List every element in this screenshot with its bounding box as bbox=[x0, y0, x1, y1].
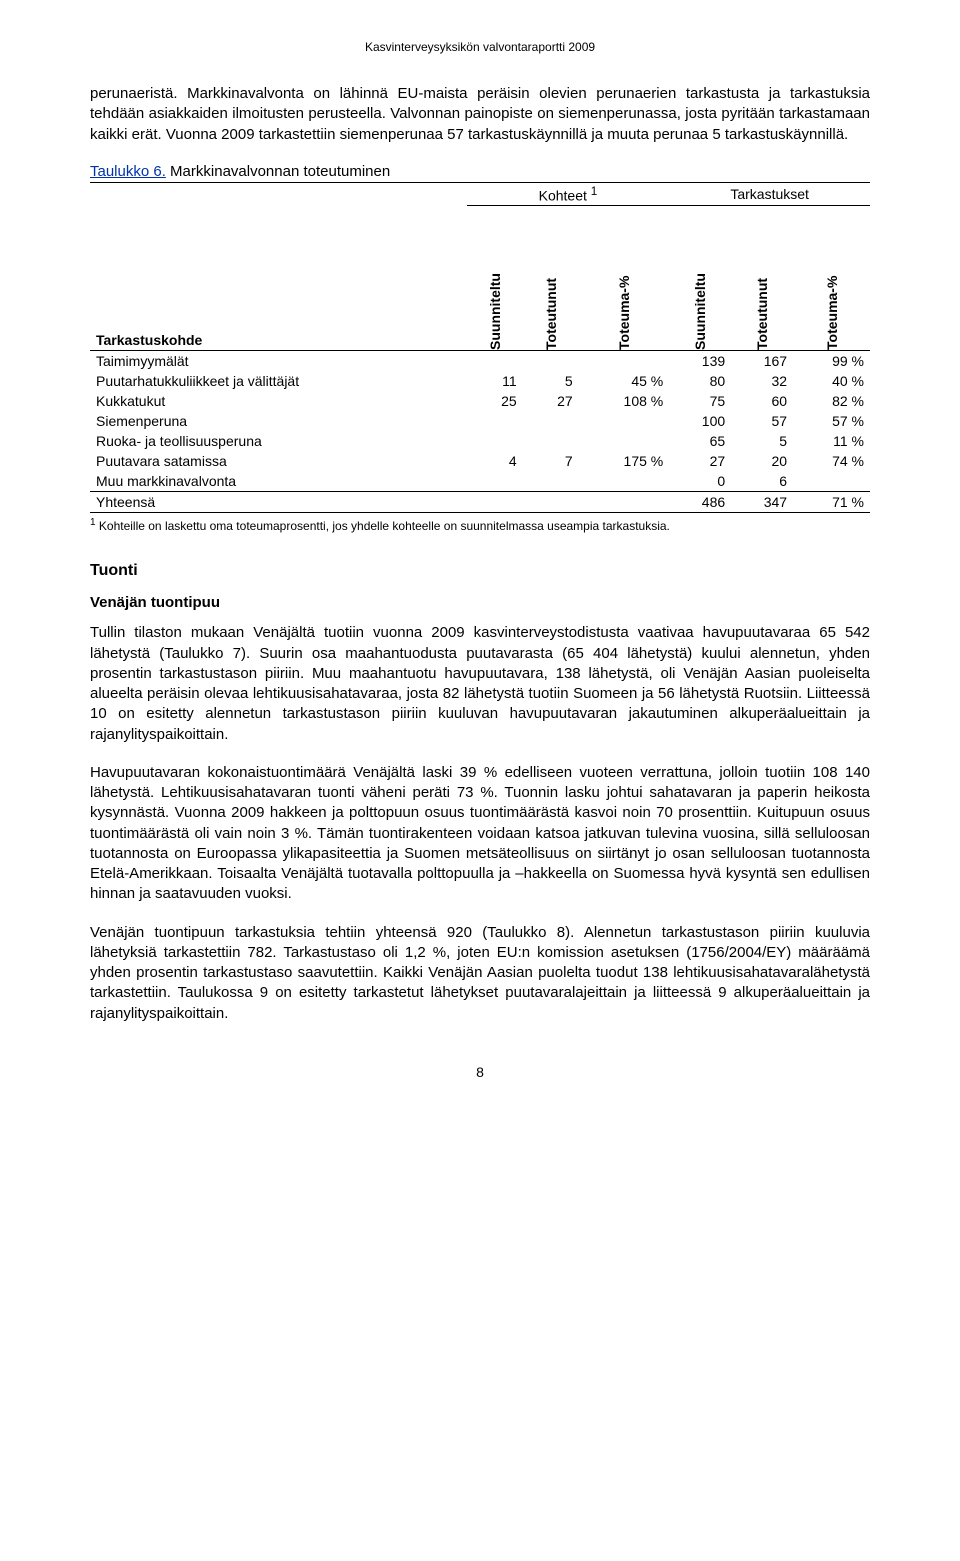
table6-caption-link: Taulukko 6. bbox=[90, 163, 166, 180]
table6-rowhead: Tarkastuskohde bbox=[90, 206, 467, 351]
body-paragraph-1: Tullin tilaston mukaan Venäjältä tuotiin… bbox=[90, 623, 870, 745]
body-paragraph-3: Venäjän tuontipuun tarkastuksia tehtiin … bbox=[90, 923, 870, 1024]
table6-footnote: 1 Kohteille on laskettu oma toteumaprose… bbox=[90, 517, 870, 534]
table-row: Puutavara satamissa 4 7 175 % 27 20 74 % bbox=[90, 451, 870, 471]
sub-venajan: Venäjän tuontipuu bbox=[90, 594, 870, 611]
table6-body: Taimimyymälät 139 167 99 % Puutarhatukku… bbox=[90, 351, 870, 513]
page-number: 8 bbox=[90, 1064, 870, 1080]
col-toteuma-1: Toteuma-% bbox=[579, 206, 670, 351]
body-paragraph-2: Havupuutavaran kokonaistuontimäärä Venäj… bbox=[90, 763, 870, 905]
table-row: Taimimyymälät 139 167 99 % bbox=[90, 351, 870, 372]
table-row: Ruoka- ja teollisuusperuna 65 5 11 % bbox=[90, 431, 870, 451]
col-toteutunut-2: Toteutunut bbox=[731, 206, 793, 351]
page-container: Kasvinterveysyksikön valvontaraportti 20… bbox=[0, 0, 960, 1140]
table6-group-left: Kohteet 1 bbox=[467, 182, 670, 206]
table-row: Muu markkinavalvonta 0 6 bbox=[90, 471, 870, 492]
section-tuonti: Tuonti bbox=[90, 562, 870, 580]
table-row: Siemenperuna 100 57 57 % bbox=[90, 411, 870, 431]
table6: Kohteet 1 Tarkastukset Tarkastuskohde Su… bbox=[90, 182, 870, 514]
table6-group-right: Tarkastukset bbox=[669, 182, 870, 206]
table-row: Kukkatukut 25 27 108 % 75 60 82 % bbox=[90, 391, 870, 411]
intro-paragraph: perunaeristä. Markkinavalvonta on lähinn… bbox=[90, 84, 870, 145]
table6-totals-row: Yhteensä 486 347 71 % bbox=[90, 492, 870, 513]
table6-col-headers: Tarkastuskohde Suunniteltu Toteutunut To… bbox=[90, 206, 870, 351]
table-row: Puutarhatukkuliikkeet ja välittäjät 11 5… bbox=[90, 371, 870, 391]
col-suunniteltu-2: Suunniteltu bbox=[669, 206, 731, 351]
table6-caption: Taulukko 6. Markkinavalvonnan toteutumin… bbox=[90, 163, 870, 180]
page-header: Kasvinterveysyksikön valvontaraportti 20… bbox=[90, 40, 870, 54]
col-toteuma-2: Toteuma-% bbox=[793, 206, 870, 351]
col-toteutunut-1: Toteutunut bbox=[523, 206, 579, 351]
table6-group-row: Kohteet 1 Tarkastukset bbox=[90, 182, 870, 206]
table6-caption-rest: Markkinavalvonnan toteutuminen bbox=[166, 163, 390, 180]
col-suunniteltu-1: Suunniteltu bbox=[467, 206, 523, 351]
